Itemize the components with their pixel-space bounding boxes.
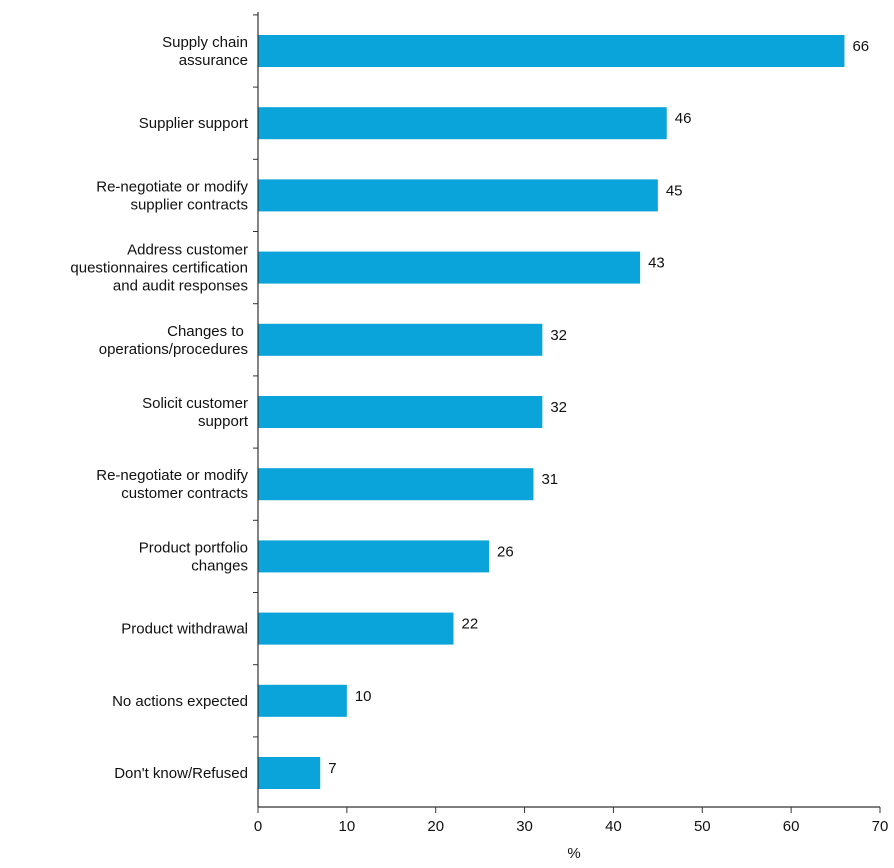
x-axis-title: % <box>567 845 580 862</box>
x-tick-label-3: 30 <box>516 818 533 835</box>
category-label-7: Product portfolio changes <box>139 539 248 574</box>
bar-9 <box>258 684 347 717</box>
value-label-4: 32 <box>550 327 567 344</box>
category-label-6: Re-negotiate or modify customer contracts <box>96 467 248 502</box>
x-tick-label-0: 0 <box>254 818 262 835</box>
bar-4 <box>258 323 543 356</box>
value-label-5: 32 <box>550 399 567 416</box>
value-label-10: 7 <box>328 760 336 777</box>
x-ticks-group: 0 10 20 30 40 50 60 70 <box>254 807 889 835</box>
x-tick-label-2: 20 <box>427 818 444 835</box>
bar-7 <box>258 540 490 573</box>
category-label-3: Address customer questionnaires certifica… <box>70 242 248 295</box>
bar-5 <box>258 396 543 428</box>
value-label-0: 66 <box>852 38 869 55</box>
category-label-10: Don't know/Refused <box>114 765 248 782</box>
x-tick-label-4: 40 <box>605 818 622 835</box>
bar-3 <box>258 251 641 284</box>
x-tick-label-6: 60 <box>783 818 800 835</box>
value-label-7: 26 <box>497 543 514 560</box>
category-label-4: Changes to operations/procedures <box>99 323 248 358</box>
bar-6 <box>258 468 534 501</box>
value-label-9: 10 <box>355 688 372 705</box>
x-tick-label-1: 10 <box>339 818 356 835</box>
category-label-8: Product withdrawal <box>121 621 248 638</box>
category-label-2: Re-negotiate or modify supplier contracts <box>96 178 248 213</box>
value-label-8: 22 <box>461 616 478 633</box>
value-label-6: 31 <box>541 471 558 488</box>
category-label-0: Supply chain assurance <box>162 34 248 69</box>
value-label-3: 43 <box>648 255 665 272</box>
x-tick-label-7: 70 <box>872 818 889 835</box>
bar-8 <box>258 612 454 645</box>
x-tick-label-5: 50 <box>694 818 711 835</box>
bars-group <box>258 35 845 789</box>
bar-1 <box>258 107 667 140</box>
bar-0 <box>258 35 845 67</box>
category-labels-group: Supply chain assurance Supplier support Re-… <box>70 34 248 782</box>
bar-2 <box>258 179 658 212</box>
category-label-9: No actions expected <box>112 693 248 710</box>
axes-group <box>253 12 880 808</box>
category-label-5: Solicit customer support <box>142 395 249 430</box>
value-label-2: 45 <box>666 182 683 199</box>
bar-10 <box>258 757 321 789</box>
value-labels-group: 66 46 45 43 32 32 31 26 22 10 7 <box>328 38 869 777</box>
value-label-1: 46 <box>675 110 692 127</box>
category-label-1: Supplier support <box>139 115 249 132</box>
